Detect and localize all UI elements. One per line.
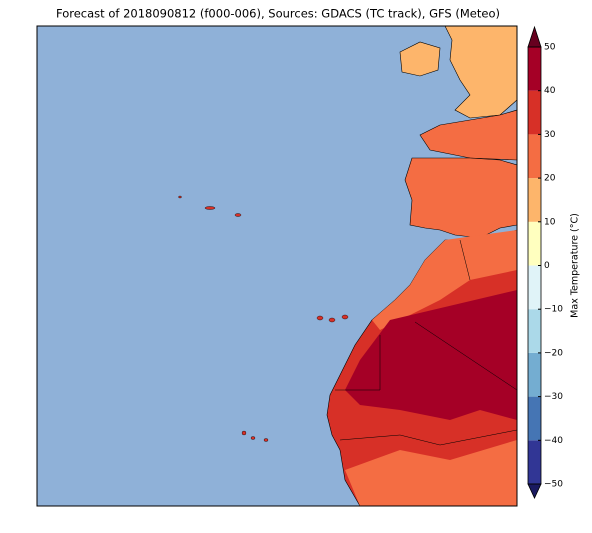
colorbar-tick-label: 50: [544, 43, 556, 53]
colorbar-label: Max Temperature (°C): [570, 213, 581, 318]
colorbar-tick-label: 10: [544, 217, 556, 227]
iberia: [404, 157, 517, 239]
borders: [335, 239, 517, 446]
colorbar-tick-label: −40: [544, 436, 563, 446]
france: [419, 109, 517, 161]
colorbar-segment: [528, 47, 541, 91]
islands: [178, 195, 349, 442]
colorbar-tick-label: 20: [544, 174, 556, 184]
colorbar-segment: [528, 352, 541, 397]
colorbar-segment: [528, 221, 541, 266]
map-area: [37, 26, 517, 506]
colorbar-segment: [528, 134, 541, 179]
colorbar-segment: [528, 440, 541, 484]
ireland: [399, 41, 441, 77]
title: Forecast of 2018090812 (f000-006), Sourc…: [56, 7, 500, 21]
colorbar-tick-label: −10: [544, 305, 563, 315]
colorbar-segment: [528, 90, 541, 135]
sahara: [345, 290, 517, 420]
colorbar-under: [527, 483, 542, 499]
colorbar-tick-label: 0: [544, 261, 550, 271]
colorbar-tick-label: −50: [544, 480, 563, 490]
morocco-band: [372, 230, 517, 330]
britain: [444, 26, 517, 119]
colorbar-segment: [528, 309, 541, 353]
colorbar-tick-label: 40: [544, 86, 556, 96]
colorbar-segment: [528, 396, 541, 441]
colorbar-tick-label: 30: [544, 130, 556, 140]
sahel-band: [345, 440, 517, 506]
map-frame: [36, 25, 518, 507]
colorbar-segment: [528, 178, 541, 222]
colorbar-segment: [528, 265, 541, 310]
colorbar-over: [527, 25, 542, 48]
colorbar-tick-label: −20: [544, 348, 563, 358]
colorbar-tick-label: −30: [544, 392, 563, 402]
